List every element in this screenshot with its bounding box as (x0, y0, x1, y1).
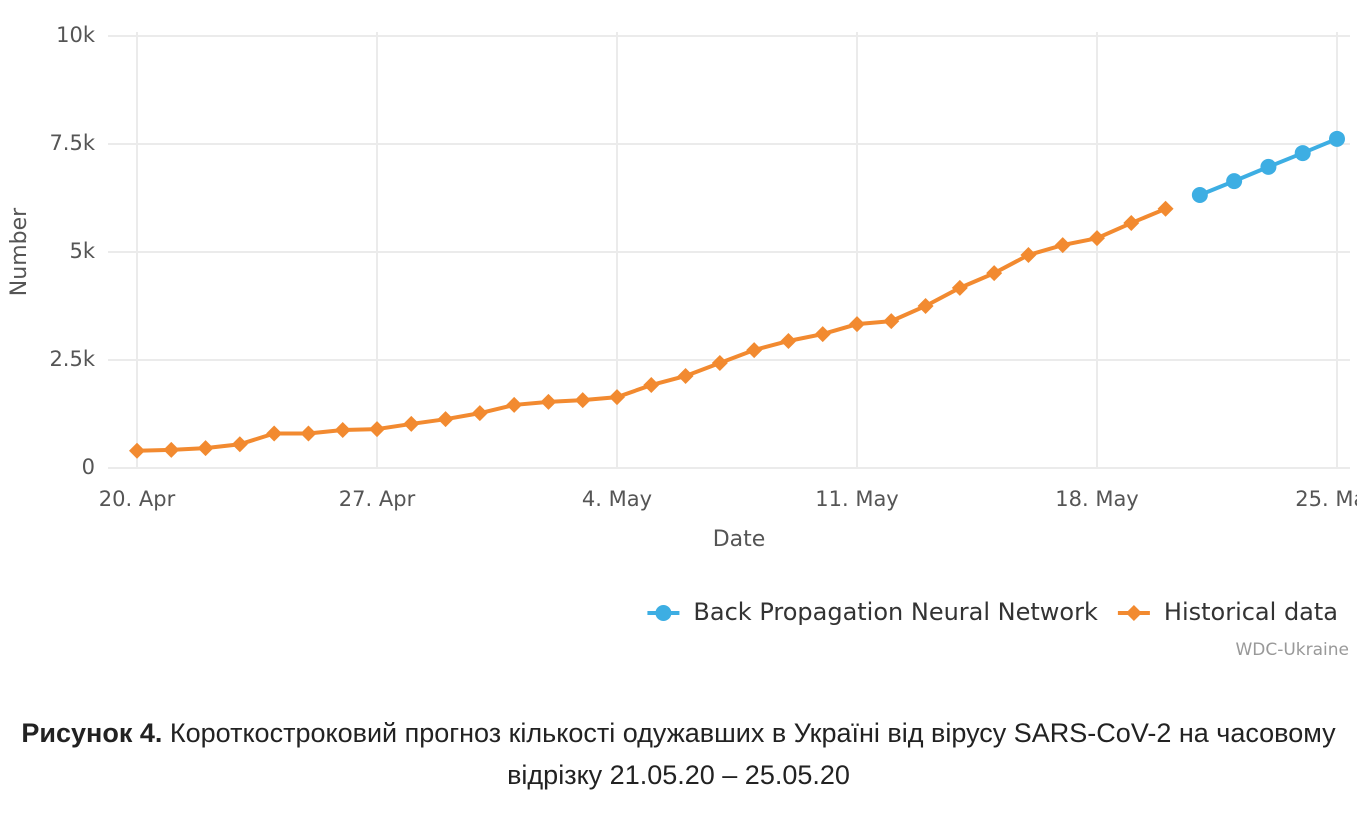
marker (1226, 173, 1243, 190)
y-tick-label: 2.5k (49, 347, 95, 371)
caption-label: Рисунок 4. (21, 718, 163, 748)
marker (677, 367, 694, 384)
x-tick-label: 27. Apr (339, 487, 416, 511)
marker (129, 442, 145, 459)
y-tick-label: 10k (56, 23, 96, 47)
marker (917, 298, 934, 314)
marker (883, 313, 900, 330)
marker (197, 440, 214, 457)
marker (1020, 247, 1037, 264)
marker (163, 441, 180, 458)
y-tick-label: 7.5k (49, 131, 95, 155)
marker (574, 392, 591, 409)
marker (986, 265, 1003, 282)
y-tick-label: 5k (69, 239, 95, 263)
y-axis-label: Number (7, 207, 32, 296)
caption-text: Короткостроковий прогноз кількості одужа… (169, 718, 1336, 790)
marker (1329, 130, 1345, 147)
marker (403, 415, 420, 432)
marker (300, 425, 317, 442)
marker (951, 279, 968, 296)
x-tick-label: 20. Apr (99, 487, 176, 511)
marker (506, 396, 523, 413)
x-tick-label: 25. May (1295, 487, 1357, 511)
y-tick-label: 0 (82, 455, 95, 479)
marker (814, 326, 831, 343)
marker (643, 377, 660, 394)
marker (1054, 237, 1071, 254)
marker (437, 411, 454, 428)
marker (1123, 215, 1140, 232)
marker (334, 421, 351, 438)
marker (711, 355, 728, 372)
x-tick-label: 4. May (582, 487, 652, 511)
legend-marker (655, 605, 672, 621)
caption: Рисунок 4. Короткостроковий прогноз кіль… (0, 712, 1357, 796)
marker (540, 393, 557, 410)
marker (369, 421, 385, 438)
x-tick-label: 11. May (815, 487, 899, 511)
series-line (136, 206, 1167, 453)
x-tick-label: 18. May (1055, 487, 1139, 511)
marker (266, 425, 283, 442)
marker (746, 342, 763, 359)
marker (1260, 158, 1277, 175)
marker (471, 405, 488, 422)
legend-marker (1125, 605, 1142, 621)
x-axis-label: Date (713, 527, 766, 552)
marker (849, 316, 865, 333)
legend-label: Back Propagation Neural Network (693, 598, 1098, 626)
marker (1191, 186, 1208, 203)
marker (780, 332, 797, 349)
marker (1294, 145, 1311, 162)
credit: WDC-Ukraine (1235, 640, 1349, 660)
marker (1089, 230, 1105, 247)
chart: Date Number WDC-Ukraine 0 2.5k 5k 7.5k 10k 20… (7, 23, 1357, 660)
legend-label: Historical data (1164, 598, 1338, 626)
marker (609, 389, 625, 406)
marker (1157, 200, 1174, 217)
marker (231, 436, 248, 453)
